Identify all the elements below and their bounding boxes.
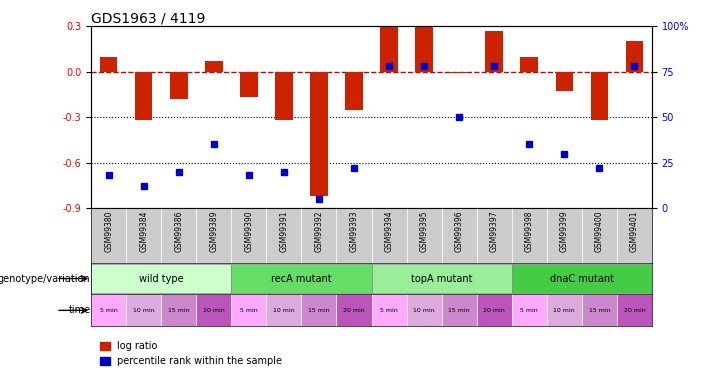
Text: 20 min: 20 min xyxy=(483,308,505,313)
Text: GSM99397: GSM99397 xyxy=(490,211,498,252)
Bar xyxy=(100,57,118,72)
Text: 20 min: 20 min xyxy=(343,308,365,313)
Bar xyxy=(617,208,652,262)
Bar xyxy=(381,26,398,72)
Text: 5 min: 5 min xyxy=(520,308,538,313)
Bar xyxy=(521,57,538,72)
Bar xyxy=(196,208,231,262)
Text: GSM99395: GSM99395 xyxy=(420,211,428,252)
Bar xyxy=(477,294,512,326)
Text: GSM99399: GSM99399 xyxy=(560,211,569,252)
Text: GDS1963 / 4119: GDS1963 / 4119 xyxy=(91,11,205,25)
Bar xyxy=(240,72,258,98)
Text: genotype/variation: genotype/variation xyxy=(0,273,90,284)
Text: GSM99384: GSM99384 xyxy=(139,211,148,252)
Bar xyxy=(442,294,477,326)
Bar xyxy=(170,72,188,99)
Bar xyxy=(407,208,442,262)
Bar xyxy=(512,208,547,262)
Bar xyxy=(556,72,573,92)
Text: 15 min: 15 min xyxy=(168,308,189,313)
Bar xyxy=(591,72,608,120)
Text: GSM99398: GSM99398 xyxy=(525,211,533,252)
Bar xyxy=(451,72,468,73)
Bar xyxy=(582,208,617,262)
Bar xyxy=(477,208,512,262)
Bar xyxy=(161,294,196,326)
Text: 5 min: 5 min xyxy=(100,308,118,313)
Text: GSM99389: GSM99389 xyxy=(210,211,218,252)
Bar xyxy=(126,208,161,262)
Text: GSM99401: GSM99401 xyxy=(630,211,639,252)
Bar xyxy=(126,294,161,326)
Bar xyxy=(231,264,372,293)
Text: 10 min: 10 min xyxy=(133,308,154,313)
Legend: log ratio, percentile rank within the sample: log ratio, percentile rank within the sa… xyxy=(96,338,286,370)
Bar xyxy=(91,294,126,326)
Bar xyxy=(266,208,301,262)
Bar xyxy=(626,41,644,72)
Bar xyxy=(301,294,336,326)
Text: 10 min: 10 min xyxy=(554,308,575,313)
Bar xyxy=(372,264,512,293)
Bar xyxy=(275,72,293,120)
Bar xyxy=(135,72,153,120)
Text: 10 min: 10 min xyxy=(414,308,435,313)
Bar xyxy=(547,208,582,262)
Text: 5 min: 5 min xyxy=(240,308,258,313)
Bar xyxy=(372,294,407,326)
Bar xyxy=(547,294,582,326)
Bar xyxy=(346,72,363,110)
Bar xyxy=(582,294,617,326)
Bar xyxy=(512,294,547,326)
Bar xyxy=(617,294,652,326)
Bar xyxy=(161,208,196,262)
Bar xyxy=(91,264,231,293)
Text: GSM99391: GSM99391 xyxy=(280,211,288,252)
Bar xyxy=(231,294,266,326)
Bar xyxy=(512,264,652,293)
Bar xyxy=(407,294,442,326)
Bar xyxy=(301,208,336,262)
Text: GSM99396: GSM99396 xyxy=(455,211,463,252)
Bar xyxy=(311,72,328,196)
Bar xyxy=(205,61,223,72)
Text: 15 min: 15 min xyxy=(308,308,329,313)
Bar xyxy=(336,294,372,326)
Text: wild type: wild type xyxy=(139,273,184,284)
Text: GSM99393: GSM99393 xyxy=(350,211,358,252)
Bar xyxy=(372,208,407,262)
Text: recA mutant: recA mutant xyxy=(271,273,332,284)
Bar xyxy=(336,208,372,262)
Text: dnaC mutant: dnaC mutant xyxy=(550,273,614,284)
Bar xyxy=(91,208,126,262)
Bar xyxy=(231,208,266,262)
Text: 15 min: 15 min xyxy=(449,308,470,313)
Bar xyxy=(442,208,477,262)
Text: GSM99394: GSM99394 xyxy=(385,211,393,252)
Text: topA mutant: topA mutant xyxy=(411,273,472,284)
Text: GSM99390: GSM99390 xyxy=(245,211,253,252)
Text: GSM99400: GSM99400 xyxy=(595,211,604,252)
Text: GSM99380: GSM99380 xyxy=(104,211,113,252)
Text: time: time xyxy=(68,305,90,315)
Text: 20 min: 20 min xyxy=(203,308,225,313)
Bar xyxy=(266,294,301,326)
Text: 15 min: 15 min xyxy=(589,308,610,313)
Text: 20 min: 20 min xyxy=(623,308,646,313)
Bar xyxy=(486,31,503,72)
Bar xyxy=(196,294,231,326)
Text: 5 min: 5 min xyxy=(380,308,398,313)
Text: 10 min: 10 min xyxy=(273,308,294,313)
Bar xyxy=(416,26,433,72)
Text: GSM99392: GSM99392 xyxy=(315,211,323,252)
Text: GSM99386: GSM99386 xyxy=(175,211,183,252)
